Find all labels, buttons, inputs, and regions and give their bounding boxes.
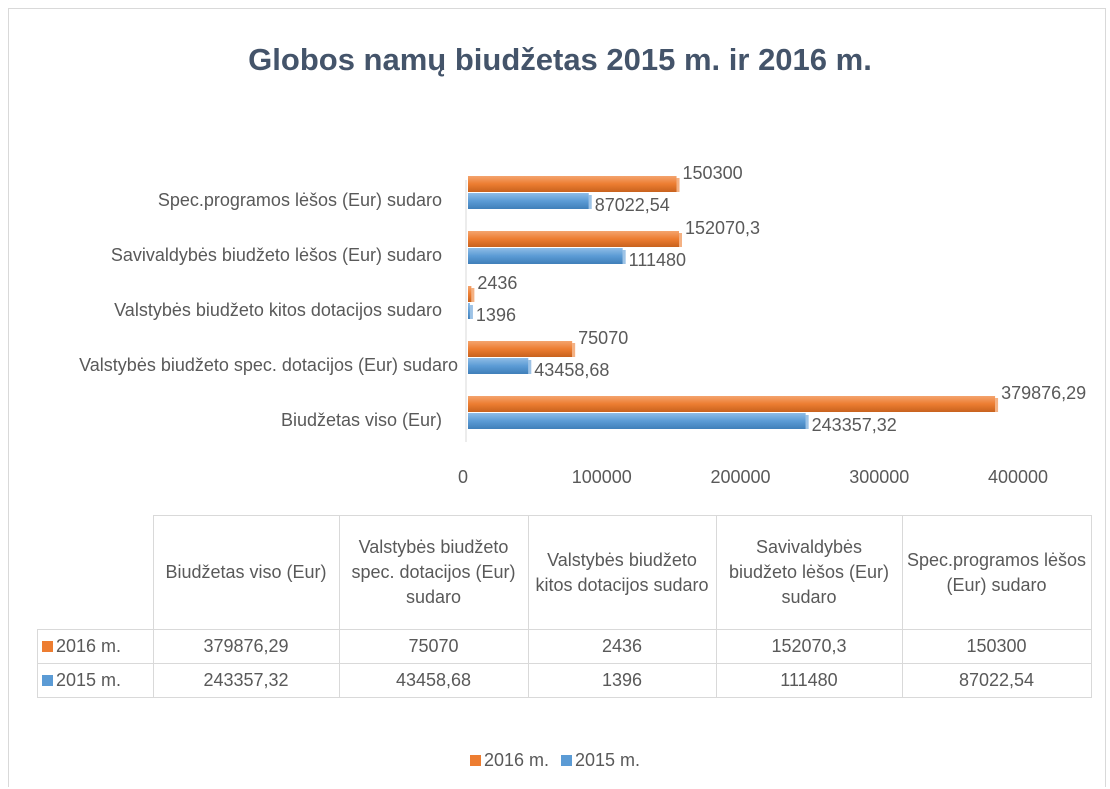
x-tick-label: 400000 (988, 467, 1048, 487)
data-label: 87022,54 (595, 195, 670, 215)
bar (468, 413, 806, 429)
row-label: 2016 m. (56, 636, 122, 656)
row-header: 2016 m. (37, 629, 154, 664)
data-label: 243357,32 (812, 415, 897, 435)
data-label: 75070 (578, 328, 628, 348)
data-label: 379876,29 (1001, 383, 1086, 403)
table-header: Biudžetas viso (Eur) (152, 515, 340, 630)
category-label: Spec.programos lėšos (Eur) sudaro (157, 190, 442, 210)
bar (468, 248, 623, 264)
category-label: Savivaldybės biudžeto lėšos (Eur) sudaro (110, 245, 442, 265)
legend-swatch (561, 755, 572, 766)
legend-item: 2016 m. (469, 750, 549, 770)
data-label: 152070,3 (685, 218, 760, 238)
table-cell: 87022,54 (901, 663, 1092, 698)
legend-item: 2015 m. (561, 750, 640, 770)
table-cell: 150300 (901, 629, 1092, 664)
x-tick-label: 300000 (849, 467, 909, 487)
table-header: Savivaldybės biudžeto lėšos (Eur) sudaro (715, 515, 903, 630)
table-cell: 43458,68 (338, 663, 529, 698)
data-label: 2436 (477, 273, 517, 293)
data-label: 150300 (683, 163, 743, 183)
bar-side (469, 305, 473, 319)
bar-side (622, 250, 626, 264)
bar-side (471, 288, 475, 302)
x-tick-label: 100000 (572, 467, 632, 487)
table-cell: 111480 (715, 663, 903, 698)
bar (468, 303, 470, 319)
table-cell: 243357,32 (152, 663, 340, 698)
table-cell: 75070 (338, 629, 529, 664)
x-tick-label: 200000 (710, 467, 770, 487)
bar-side (676, 178, 680, 192)
legend-label: 2015 m. (575, 750, 641, 770)
chart-title: Globos namų biudžetas 2015 m. ir 2016 m. (248, 42, 872, 77)
bar-side (678, 233, 682, 247)
legend-swatch (42, 641, 53, 652)
bar (468, 231, 679, 247)
bar (468, 341, 573, 357)
table-header: Valstybės biudžeto kitos dotacijos sudar… (527, 515, 717, 630)
table-cell: 1396 (527, 663, 717, 698)
bar (468, 193, 589, 209)
legend-label: 2016 m. (483, 750, 549, 770)
bar-side (572, 343, 576, 357)
category-label: Valstybės biudžeto kitos dotacijos sudar… (114, 300, 442, 320)
bar-side (588, 195, 592, 209)
data-table: Biudžetas viso (Eur) Valstybės biudžeto … (37, 515, 1092, 698)
table-cell: 2436 (527, 629, 717, 664)
row-label: 2015 m. (56, 670, 122, 690)
bar-side (528, 360, 532, 374)
row-header: 2015 m. (37, 663, 154, 698)
data-label: 1396 (476, 305, 516, 325)
legend-swatch (469, 755, 481, 766)
table-cell: 379876,29 (152, 629, 340, 664)
bar (468, 286, 472, 302)
legend: 2016 m. 2015 m. (0, 750, 1110, 771)
data-label: 43458,68 (534, 360, 609, 380)
table-cell: 152070,3 (715, 629, 903, 664)
category-label: Biudžetas viso (Eur) (280, 410, 442, 430)
legend-swatch (42, 675, 53, 686)
table-header: Valstybės biudžeto spec. dotacijos (Eur)… (338, 515, 529, 630)
category-label: Valstybės biudžeto spec. dotacijos (Eur)… (79, 355, 458, 375)
bar-side (995, 398, 999, 412)
data-label: 111480 (629, 250, 686, 270)
table-header: Spec.programos lėšos (Eur) sudaro (901, 515, 1092, 630)
bar-side (805, 415, 809, 429)
bar (468, 358, 529, 374)
chart-frame (8, 8, 1106, 787)
x-tick-label: 0 (458, 467, 468, 487)
bar (468, 176, 677, 192)
bar (468, 396, 996, 412)
